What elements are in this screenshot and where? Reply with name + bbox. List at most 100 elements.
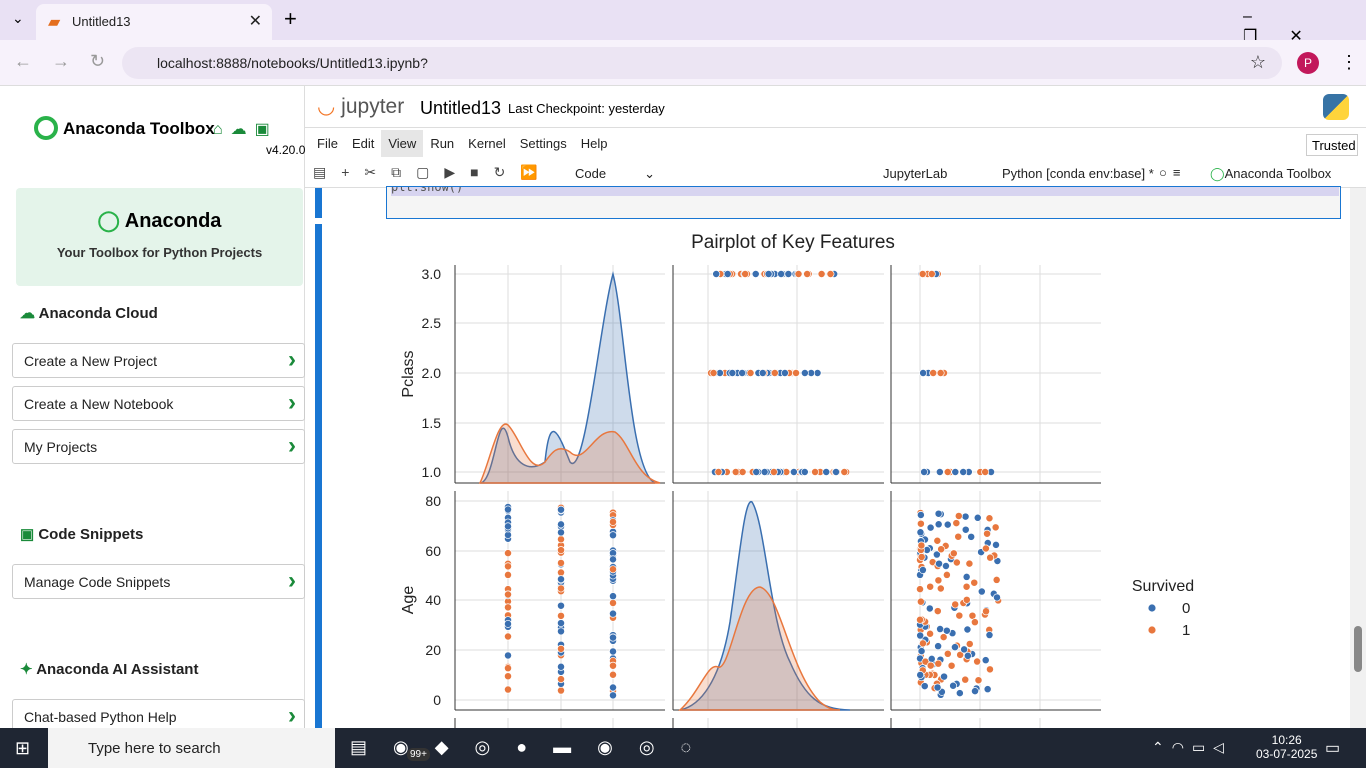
y-tick-label: 0 xyxy=(433,692,441,708)
badge: 99+ xyxy=(407,748,430,761)
tab-bar: ⌄ Untitled13 ▰ ✕ + –❐✕ xyxy=(0,0,1366,45)
y-tick-label: 60 xyxy=(425,543,441,559)
menu-item[interactable]: Settings xyxy=(519,136,567,151)
tab-close[interactable]: ✕ xyxy=(248,13,262,30)
toolbar-buttons[interactable]: ▤+✂⧉▢▶■↻⏩ xyxy=(313,164,553,180)
menu-item[interactable]: View xyxy=(381,130,424,157)
tab-menu[interactable]: ⌄ xyxy=(12,10,24,26)
point xyxy=(934,659,943,668)
jupyter-logo: ◡ jupyter xyxy=(317,95,405,118)
y-tick-label: 1.5 xyxy=(422,415,442,431)
card-title: ◯ Anaconda xyxy=(97,210,222,232)
kernel[interactable]: Python [conda env:base] * xyxy=(1002,166,1154,181)
point xyxy=(960,645,969,654)
point xyxy=(916,510,925,519)
sidebar-item[interactable]: Manage Code Snippets xyxy=(12,564,305,599)
pairplot: Pairplot of Key Features 3.0 2.5 2.0 1.5 1.0… xyxy=(400,232,1194,728)
point xyxy=(504,603,512,612)
cell-type[interactable]: Code ⌄ xyxy=(575,166,655,181)
point xyxy=(963,651,972,660)
point xyxy=(840,468,849,476)
date: 03-07-2025 xyxy=(1256,747,1318,761)
point xyxy=(970,578,979,587)
menu-item[interactable]: Run xyxy=(430,136,455,151)
point xyxy=(961,525,970,534)
point xyxy=(932,550,941,559)
point xyxy=(609,609,617,618)
menu-item[interactable]: Edit xyxy=(351,136,375,151)
point xyxy=(918,639,927,648)
point xyxy=(962,595,971,604)
point xyxy=(504,505,512,514)
point xyxy=(933,536,942,545)
url-field[interactable]: localhost:8888/notebooks/Untitled13.ipyn… xyxy=(122,47,1282,79)
notebook-name[interactable]: Untitled13 xyxy=(420,98,502,118)
menu-item[interactable]: File xyxy=(317,136,338,151)
sidebar-item[interactable]: My Projects xyxy=(12,429,305,464)
taskbar-apps[interactable]: ▤◉◆◎●▬◉◎◌ xyxy=(350,737,718,757)
point xyxy=(557,686,565,695)
point xyxy=(504,590,512,599)
sidebar-item[interactable]: Create a New Notebook xyxy=(12,386,305,421)
tray[interactable]: ⌃◠▭◁ xyxy=(1152,739,1232,755)
point xyxy=(504,562,512,571)
point xyxy=(777,270,786,278)
point xyxy=(926,661,935,670)
point xyxy=(934,642,943,651)
tab[interactable]: Untitled13 ▰ ✕ xyxy=(36,4,272,40)
scroll-thumb[interactable] xyxy=(1354,626,1362,672)
point xyxy=(557,584,565,593)
browser-menu[interactable]: ⋮ xyxy=(1340,52,1358,72)
point xyxy=(936,584,945,593)
search-box[interactable]: Type here to search xyxy=(48,728,335,768)
point xyxy=(967,532,976,541)
point xyxy=(770,369,779,377)
code-cell[interactable]: plt.show() xyxy=(386,186,1341,219)
sidebar: Anaconda Toolbox ⌂☁▣ v4.20.0 ◯ Anaconda … xyxy=(0,86,305,734)
start[interactable]: ⊞ xyxy=(15,738,31,758)
point xyxy=(609,517,617,526)
section-title: Anaconda AI Assistant xyxy=(36,661,199,678)
point xyxy=(940,672,949,681)
point xyxy=(758,369,767,377)
point xyxy=(981,656,990,665)
point xyxy=(557,528,565,537)
notifications[interactable]: ▭ xyxy=(1325,740,1341,757)
point xyxy=(557,575,565,584)
menu-item[interactable]: Kernel xyxy=(468,136,506,151)
point xyxy=(504,549,512,558)
point xyxy=(920,682,929,691)
new-tab[interactable]: + xyxy=(284,6,297,31)
y-tick-label: 3.0 xyxy=(422,266,442,282)
point xyxy=(504,619,512,628)
point xyxy=(942,570,951,579)
section-title: Code Snippets xyxy=(38,526,144,543)
point xyxy=(609,531,617,540)
nav-buttons[interactable]: ←→↻ xyxy=(14,51,126,71)
menu-item[interactable]: Help xyxy=(580,136,608,151)
point xyxy=(983,529,992,538)
toolbox-button[interactable]: ◯Anaconda Toolbox xyxy=(1210,166,1332,181)
point xyxy=(609,555,617,564)
point xyxy=(962,582,971,591)
taskbar: ⊞ Type here to search ▤◉◆◎●▬◉◎◌ 99+ ⌃◠▭◁… xyxy=(0,728,1366,768)
point xyxy=(916,519,925,528)
bookmark[interactable]: ☆ xyxy=(1249,52,1266,72)
jupyterlab-link[interactable]: JupyterLab xyxy=(883,166,948,181)
point xyxy=(714,468,723,476)
point xyxy=(916,631,925,640)
point xyxy=(609,647,617,656)
sidebar-icons[interactable]: ⌂☁▣ xyxy=(213,121,278,138)
point xyxy=(609,633,617,642)
sidebar-item[interactable]: Create a New Project xyxy=(12,343,305,378)
point xyxy=(954,532,963,541)
point xyxy=(956,650,965,659)
point xyxy=(941,562,950,570)
point xyxy=(557,662,565,671)
scrollbar[interactable] xyxy=(1350,188,1366,728)
point xyxy=(993,593,1001,602)
trusted[interactable]: Trusted xyxy=(1306,134,1358,156)
point xyxy=(926,629,935,638)
profile[interactable]: P xyxy=(1297,52,1319,74)
